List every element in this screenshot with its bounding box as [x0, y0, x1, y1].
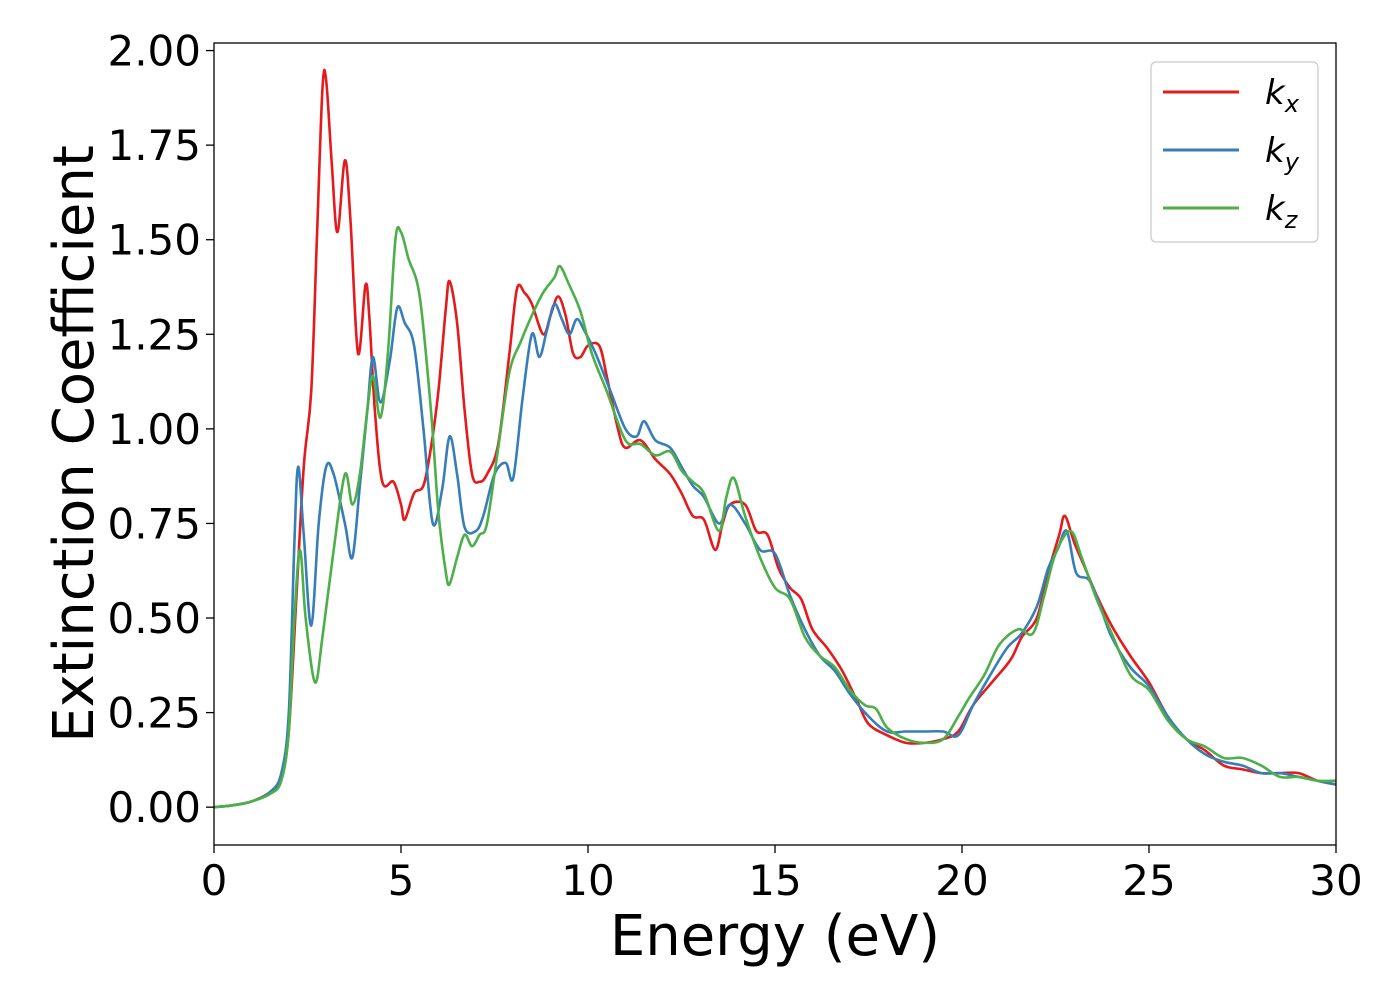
y-tick-label: 1.00	[107, 405, 201, 454]
series-line-y	[214, 302, 1336, 809]
ticks-layer: 0 5 10 15 20 25 30 0.00 0.25 0.50 0.75 1.00 1.25 1.50…	[107, 27, 1362, 905]
legend-label-z: kz	[1265, 189, 1299, 234]
x-axis-label: Energy (eV)	[610, 904, 940, 969]
series-layer	[214, 68, 1336, 809]
x-tick-label: 5	[388, 856, 415, 905]
y-tick-label: 0.25	[107, 689, 201, 738]
y-tick-label: 0.00	[107, 783, 201, 832]
y-tick-label: 1.75	[107, 121, 201, 170]
y-tick-label: 0.50	[107, 594, 201, 643]
y-tick-label: 1.25	[107, 310, 201, 359]
legend-label-x: kx	[1265, 73, 1300, 118]
y-tick-label: 2.00	[107, 27, 201, 76]
x-tick-label: 0	[201, 856, 228, 905]
legend-label-y: ky	[1265, 131, 1300, 176]
y-tick-label: 1.50	[107, 216, 201, 265]
legend: kx ky kz	[1150, 61, 1319, 243]
x-tick-label: 15	[748, 856, 801, 905]
series-line-x	[214, 68, 1336, 809]
x-tick-label: 20	[935, 856, 988, 905]
y-tick-label: 0.75	[107, 499, 201, 548]
series-line-z	[214, 225, 1336, 809]
y-axis-label: Extinction Coefficient	[42, 145, 107, 743]
x-tick-label: 30	[1309, 856, 1362, 905]
legend-box	[1150, 61, 1319, 243]
x-tick-label: 10	[561, 856, 614, 905]
x-tick-label: 25	[1122, 856, 1175, 905]
